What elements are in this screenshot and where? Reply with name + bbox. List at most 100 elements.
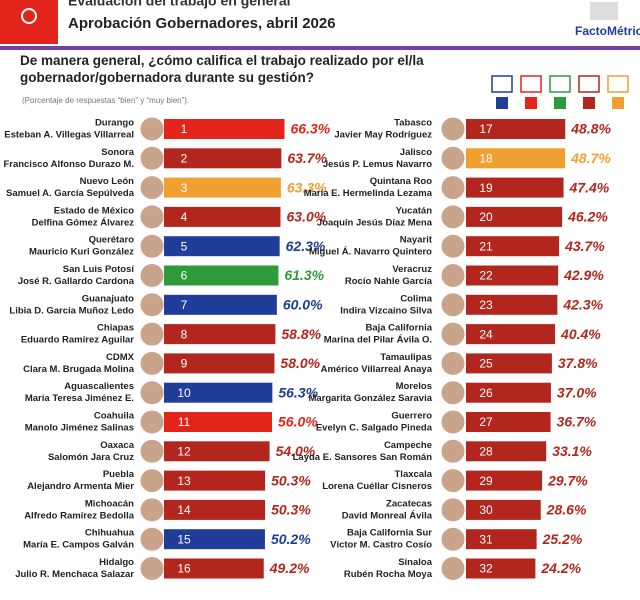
photo <box>440 526 466 552</box>
party-swatch <box>525 97 537 109</box>
party-logo <box>491 75 513 93</box>
value-label: 37.8% <box>558 355 598 371</box>
bar <box>466 412 551 432</box>
bar <box>164 148 282 169</box>
bar <box>466 119 566 139</box>
state: Jalisco <box>400 147 432 158</box>
rank: 19 <box>479 181 493 195</box>
state: Veracruz <box>392 264 432 275</box>
bar <box>164 382 273 403</box>
bar <box>466 382 551 403</box>
governor-name: Rocío Nahle García <box>345 276 433 287</box>
rank: 4 <box>181 210 188 224</box>
state: Puebla <box>103 469 135 480</box>
governor-name: Javier May Rodríguez <box>334 130 432 141</box>
bar <box>466 441 547 462</box>
bar <box>164 236 280 257</box>
party-swatch <box>554 97 566 109</box>
rank: 28 <box>479 444 493 458</box>
rank: 8 <box>181 327 188 341</box>
rank: 16 <box>177 562 191 576</box>
value-label: 28.6% <box>546 502 587 518</box>
value-label: 56.0% <box>278 414 318 430</box>
rank: 32 <box>479 562 493 576</box>
state: Sinaloa <box>398 557 433 568</box>
rank: 20 <box>479 210 493 224</box>
value-label: 47.4% <box>569 179 610 195</box>
governor-name: María E. Campos Galván <box>23 540 134 551</box>
photo <box>139 263 165 288</box>
value-label: 42.9% <box>563 267 604 283</box>
governor-name: Mauricio Kuri González <box>29 247 134 258</box>
bar <box>164 558 264 579</box>
divider <box>0 46 640 50</box>
photo <box>440 233 466 259</box>
bar <box>466 324 556 345</box>
value-label: 50.3% <box>271 472 311 488</box>
bar <box>164 499 266 520</box>
value-label: 63.3% <box>287 179 327 195</box>
state: Michoacán <box>85 498 134 509</box>
value-label: 58.8% <box>281 326 321 342</box>
governor-name: María Teresa Jiménez E. <box>25 393 134 404</box>
governor-name: Francisco Alfonso Durazo M. <box>3 159 134 170</box>
photo <box>139 497 165 523</box>
value-label: 58.0% <box>280 355 320 371</box>
photo <box>440 321 466 347</box>
governor-name: Víctor M. Castro Cosío <box>330 540 432 551</box>
governor-name: Layda E. Sansores San Román <box>293 452 433 463</box>
governor-name: Esteban A. Villegas Villarreal <box>4 130 134 141</box>
value-label: 63.7% <box>287 150 327 166</box>
governor-name: Evelyn C. Salgado Pineda <box>316 423 433 434</box>
rank: 11 <box>178 415 191 429</box>
governor-name: Jesús P. Lemus Navarro <box>323 159 432 170</box>
state: Tamaulipas <box>380 352 432 363</box>
photo <box>440 556 466 581</box>
governor-name: Eduardo Ramírez Aguilar <box>21 335 134 346</box>
rank: 21 <box>479 239 493 253</box>
brand-logo <box>590 2 618 20</box>
state: Nuevo León <box>80 176 135 187</box>
state: Oaxaca <box>100 440 135 451</box>
governor-name: David Monreal Ávila <box>342 510 433 521</box>
state: Chihuahua <box>85 528 135 539</box>
bar <box>164 177 281 198</box>
party-logo <box>607 75 629 93</box>
value-label: 62.3% <box>286 238 326 254</box>
bar <box>466 499 541 520</box>
bar <box>164 294 277 315</box>
photo <box>440 175 466 201</box>
state: Quintana Roo <box>370 176 432 187</box>
rank: 30 <box>479 503 493 517</box>
photo <box>139 438 165 464</box>
governor-name: Indira Vizcaíno Silva <box>340 305 432 316</box>
value-label: 33.1% <box>552 443 592 459</box>
governor-name: Julio R. Menchaca Salazar <box>15 569 134 580</box>
state: Nayarit <box>400 235 433 246</box>
rank: 31 <box>479 532 493 546</box>
question-box: De manera general, ¿cómo califica el tra… <box>20 53 424 85</box>
governor-name: José R. Gallardo Cardona <box>18 276 135 287</box>
bar <box>164 206 281 227</box>
value-label: 54.0% <box>276 443 316 459</box>
value-label: 37.0% <box>557 384 597 400</box>
icon-person <box>21 8 37 24</box>
governor-name: Clara M. Brugada Molina <box>23 364 135 375</box>
rank: 23 <box>479 298 493 312</box>
bar <box>164 265 279 286</box>
rank: 10 <box>177 386 191 400</box>
photo <box>139 409 165 435</box>
rank: 18 <box>479 151 493 165</box>
state: Tlaxcala <box>395 469 433 480</box>
state: Sonora <box>101 147 134 158</box>
bar <box>466 353 552 374</box>
photo <box>440 292 466 318</box>
state: Hidalgo <box>99 557 134 568</box>
value-label: 43.7% <box>564 238 605 254</box>
rank: 29 <box>479 474 493 488</box>
bar <box>466 529 537 550</box>
photo <box>440 145 466 171</box>
rank: 7 <box>181 298 188 312</box>
state: Estado de México <box>54 205 134 216</box>
